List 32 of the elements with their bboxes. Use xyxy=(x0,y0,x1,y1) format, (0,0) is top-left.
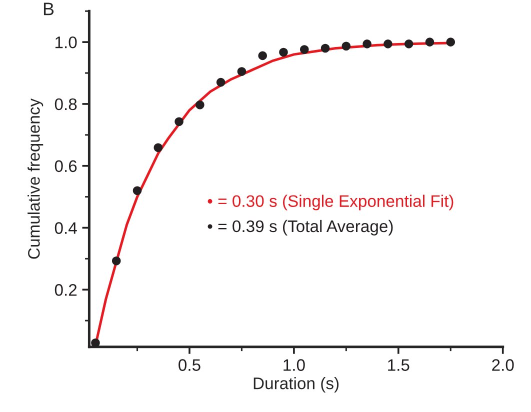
point xyxy=(362,40,372,48)
point xyxy=(384,40,392,48)
point xyxy=(425,38,434,46)
point xyxy=(258,51,267,60)
y-tick-label: 0.4 xyxy=(54,222,77,234)
chart-title: B xyxy=(44,2,54,16)
point xyxy=(300,45,309,54)
point xyxy=(154,143,163,152)
point xyxy=(279,48,288,57)
point xyxy=(320,44,330,53)
point xyxy=(132,186,142,196)
point xyxy=(446,38,456,46)
annotation: • = 0.39 s (Total Average) xyxy=(208,220,393,236)
annotation: • = 0.30 s (Single Exponential Fit) xyxy=(208,194,454,210)
x-tick-label: 2.0 xyxy=(492,359,514,371)
point xyxy=(174,117,184,126)
y-tick-label: 0.8 xyxy=(54,98,77,110)
y-tick-label: 1.0 xyxy=(56,36,77,48)
point xyxy=(91,338,100,347)
y-axis-title: Cumulative frequency xyxy=(28,98,44,259)
point xyxy=(237,67,246,76)
y-tick-label: 0.6 xyxy=(54,160,77,172)
point xyxy=(196,100,204,110)
point xyxy=(216,78,226,87)
x-tick-label: 0.5 xyxy=(178,359,200,371)
x-tick-label: 1.0 xyxy=(284,359,305,371)
point xyxy=(404,40,414,48)
x-tick-label: 1.5 xyxy=(388,359,410,371)
y-tick-label: 0.2 xyxy=(54,284,77,296)
point xyxy=(112,256,121,266)
point xyxy=(342,42,351,50)
x-axis-title: Duration (s) xyxy=(254,377,339,393)
